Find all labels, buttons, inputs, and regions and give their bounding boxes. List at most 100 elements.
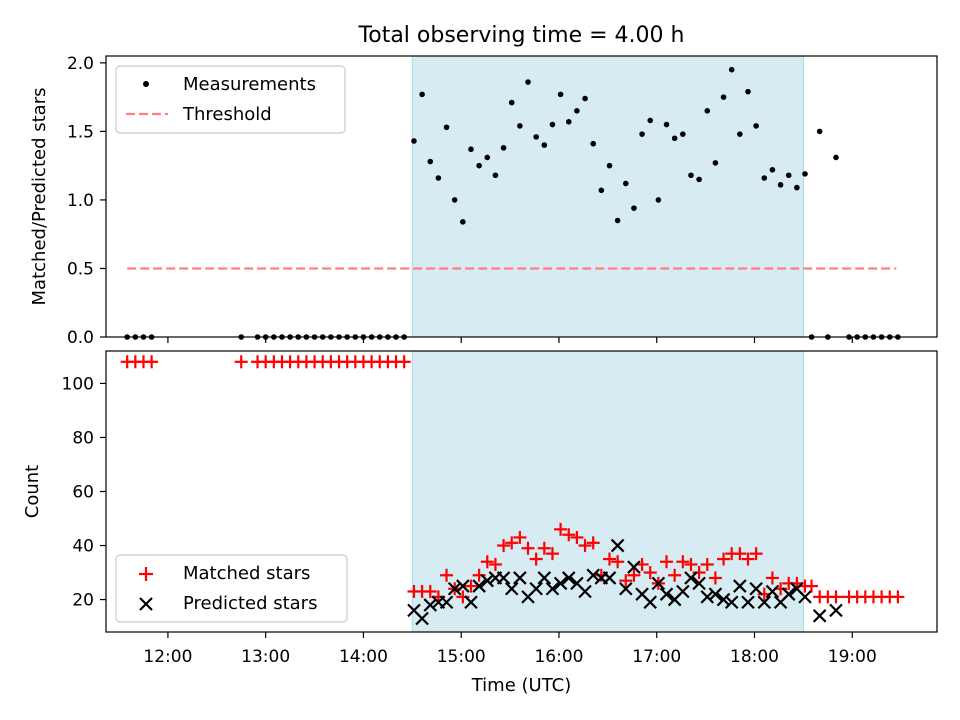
predicted-star-point [741, 595, 755, 610]
matched-star-point [578, 539, 592, 553]
legend-matched-marker [139, 567, 153, 581]
predicted-star-point [586, 568, 600, 583]
matched-star-point [749, 547, 763, 561]
predicted-star-point [602, 571, 617, 585]
measurement-point [443, 124, 450, 131]
measurement-point [614, 217, 621, 224]
top-x-ticks [167, 337, 853, 343]
legend-matched-label: Matched stars [183, 563, 310, 584]
x-tick-label: 15:00 [437, 647, 486, 667]
matched-star-point [692, 566, 706, 580]
measurement-point [435, 175, 442, 181]
predicted-star-point [676, 584, 690, 599]
matched-star-point [545, 547, 559, 561]
measurement-point [492, 172, 499, 179]
predicted-star-point [708, 587, 723, 601]
measurement-point [541, 142, 548, 148]
matched-star-point [456, 590, 470, 604]
matched-star-point [611, 555, 625, 569]
bottom-axes-frame [105, 350, 938, 633]
matched-star-point [602, 552, 616, 566]
matched-star-point [891, 590, 905, 604]
legend-threshold-label: Threshold [182, 104, 272, 125]
measurement-point [525, 79, 531, 85]
predicted-star-point [684, 571, 698, 585]
matched-star-point [472, 568, 486, 582]
measurement-point [622, 180, 629, 187]
bottom-y-tick-label: 20 [72, 591, 94, 611]
legend-measurements-marker [143, 81, 149, 87]
matched-star-point [513, 530, 527, 544]
measurement-point [785, 172, 792, 179]
matched-star-point [397, 355, 411, 369]
legend-predicted-label: Predicted stars [183, 593, 317, 614]
matched-star-point [829, 590, 843, 604]
measurement-point [745, 88, 751, 95]
predicted-star-point [643, 595, 658, 610]
matched-star-point [537, 541, 551, 555]
matched-star-point [733, 547, 747, 561]
matched-star-point [234, 355, 248, 369]
x-tick-label: 13:00 [241, 647, 290, 667]
x-tick-label: 16:00 [534, 647, 583, 667]
measurement-point [833, 154, 839, 161]
x-tick-label: 17:00 [632, 647, 681, 667]
predicted-star-point [439, 595, 454, 610]
matched-star-point [765, 571, 779, 585]
top-y-tick-label: 1.5 [67, 122, 94, 142]
predicted-star-point [504, 581, 519, 596]
measurement-point [427, 158, 434, 165]
predicted-star-point [553, 576, 568, 591]
measurement-point [720, 94, 727, 100]
measurement-point [688, 172, 694, 179]
x-axis-label: Time (UTC) [471, 675, 572, 696]
predicted-star-point [798, 590, 812, 604]
predicted-star-point [724, 595, 739, 610]
matched-star-point [643, 566, 657, 580]
bottom-y-tick-label: 60 [72, 483, 94, 503]
measurement-point [680, 131, 686, 137]
predicted-star-point [447, 581, 462, 596]
predicted-star-point [757, 595, 772, 610]
predicted-star-point [627, 560, 641, 574]
measurement-point [476, 162, 482, 169]
measurement-point [508, 99, 515, 106]
measurement-point [655, 197, 662, 203]
x-tick-label: 14:00 [339, 647, 388, 667]
chart-title: Total observing time = 4.00 h [358, 23, 685, 48]
matched-star-point [700, 557, 714, 571]
measurement-point [816, 128, 823, 135]
x-tick-label: 18:00 [730, 647, 779, 667]
matched-star-point [717, 552, 731, 566]
predicted-star-point [829, 603, 843, 618]
top-observing-window [411, 55, 804, 338]
predicted-star-point [496, 571, 511, 585]
matched-star-point [562, 528, 576, 542]
predicted-star-point [733, 579, 747, 593]
measurement-point [639, 131, 645, 137]
matched-star-point [440, 568, 454, 582]
measurement-point [484, 154, 491, 161]
predicted-star-point [700, 590, 715, 604]
matched-star-point [668, 568, 682, 582]
measurement-point [533, 134, 539, 140]
bottom-y-tick-label: 80 [72, 428, 94, 448]
measurement-point [517, 123, 523, 129]
measurement-point [663, 121, 670, 128]
measurement-point [451, 197, 458, 203]
predicted-star-point [472, 579, 486, 593]
top-y-axis-label: Matched/Predicted stars [29, 88, 50, 306]
matched-star-point [619, 574, 633, 588]
measurement-point [500, 145, 507, 151]
measurement-point [647, 117, 654, 124]
measurement-point [769, 166, 776, 173]
matched-star-point [684, 557, 698, 571]
measurement-point [728, 66, 735, 73]
predicted-star-point [537, 571, 552, 585]
measurement-point [460, 219, 466, 225]
measurement-point [704, 108, 711, 114]
predicted-star-point [423, 598, 438, 612]
matched-star-point [488, 557, 502, 571]
x-tick-label: 12:00 [143, 647, 192, 667]
